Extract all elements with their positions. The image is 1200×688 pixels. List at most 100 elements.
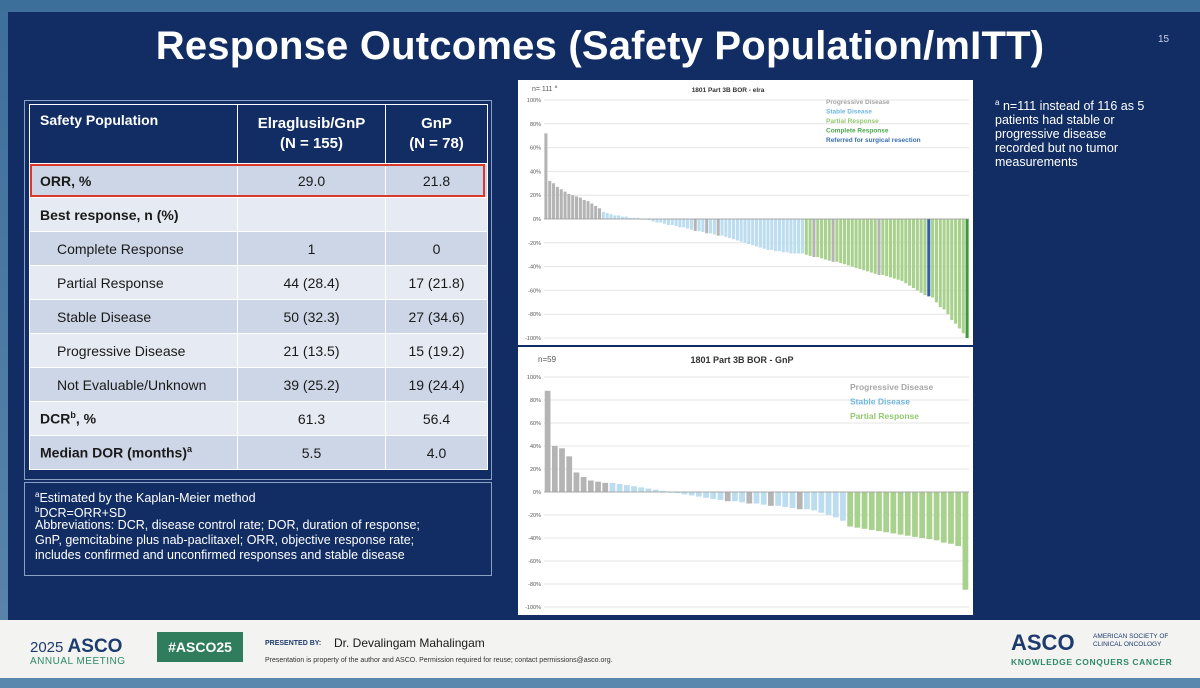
annual-meeting-label: ANNUAL MEETING: [30, 656, 126, 667]
waterfall-bar: [731, 219, 736, 240]
waterfall-bar: [847, 492, 854, 527]
waterfall-bar: [609, 214, 613, 219]
waterfall-bar: [743, 219, 747, 243]
y-tick-label: 0%: [533, 217, 541, 223]
legend-entry: Complete Response: [826, 128, 889, 135]
y-tick-label: 100%: [527, 98, 541, 104]
y-tick-label: -20%: [528, 241, 541, 247]
waterfall-bar: [586, 201, 590, 219]
waterfall-bar: [927, 219, 931, 297]
waterfall-bar: [846, 219, 850, 266]
waterfall-bar: [835, 219, 839, 262]
waterfall-bar: [919, 219, 923, 293]
waterfall-bar: [631, 486, 637, 492]
n-label-text: n=59: [538, 355, 557, 364]
waterfall-bar: [689, 219, 693, 230]
waterfall-bar: [793, 219, 797, 254]
row-value-gnp: 19 (24.4): [385, 367, 488, 402]
waterfall-bar: [904, 492, 911, 536]
waterfall-bar: [789, 219, 793, 254]
legend-entry: Progressive Disease: [826, 99, 890, 106]
y-tick-label: 0%: [533, 490, 541, 496]
waterfall-bar: [965, 219, 969, 338]
waterfall-bar: [582, 199, 586, 219]
waterfall-bar: [854, 492, 861, 528]
waterfall-bar: [869, 219, 873, 273]
waterfall-bar: [908, 219, 912, 286]
waterfall-bar: [818, 492, 825, 513]
waterfall-bar: [620, 216, 625, 219]
waterfall-bar: [544, 390, 551, 492]
y-tick-label: 60%: [530, 421, 541, 427]
row-value-elraglusib: 5.5: [237, 435, 386, 470]
waterfall-bar: [605, 213, 609, 219]
waterfall-bar: [777, 219, 782, 252]
chart-title: 1801 Part 3B BOR - elra: [692, 87, 765, 94]
note-line-5: measurements: [995, 155, 1078, 170]
chart-divider: [518, 345, 973, 347]
table-row-best-response: Best response, n (%): [29, 197, 488, 232]
waterfall-bar: [797, 219, 801, 254]
row-value-elraglusib: 21 (13.5): [237, 333, 386, 368]
waterfall-bar: [559, 189, 563, 219]
row-label: Median DOR (months)a: [29, 435, 238, 470]
n-label-text: n= 111: [532, 86, 553, 93]
waterfall-bar: [597, 208, 602, 219]
response-table-panel: Safety Population Elraglusib/GnP (N = 15…: [24, 100, 492, 480]
waterfall-bar: [739, 492, 745, 503]
waterfall-bar: [567, 194, 571, 219]
waterfall-bar: [785, 219, 789, 253]
waterfall-bar: [674, 492, 681, 494]
waterfall-bar: [710, 492, 717, 499]
row-value-elraglusib: 50 (32.3): [237, 299, 386, 334]
asco-society-logo: ASCO: [1011, 630, 1075, 655]
waterfall-bar: [781, 219, 785, 253]
waterfall-bar: [753, 492, 760, 504]
waterfall-bar: [888, 219, 893, 278]
waterfall-bar: [688, 492, 695, 496]
society-name: AMERICAN SOCIETY OF CLINICAL ONCOLOGY: [1093, 633, 1168, 649]
waterfall-bar: [551, 446, 558, 492]
y-tick-label: 80%: [530, 122, 541, 128]
waterfall-bar: [552, 183, 556, 219]
waterfall-bar: [686, 219, 690, 229]
footnote-b-sup: b: [35, 505, 40, 514]
waterfall-bar: [571, 195, 575, 219]
table-row-complete-response: Complete Response 1 0: [29, 231, 488, 266]
y-tick-label: 20%: [530, 467, 541, 473]
society-line-2: CLINICAL ONCOLOGY: [1093, 641, 1162, 648]
table-row-orr: ORR, % 29.0 21.8: [29, 163, 488, 198]
y-tick-label: -80%: [528, 582, 541, 588]
waterfall-bar: [961, 219, 965, 334]
waterfall-bar: [695, 492, 702, 497]
header-elraglusib-name: Elraglusib/GnP: [257, 115, 366, 132]
waterfall-bar: [739, 219, 743, 242]
waterfall-bar: [811, 492, 818, 511]
page-number: 15: [1158, 34, 1170, 45]
waterfall-bar: [823, 219, 827, 260]
waterfall-bar: [595, 481, 601, 492]
waterfall-bar: [877, 219, 881, 275]
waterfall-bar: [861, 492, 868, 529]
waterfall-bar: [911, 219, 916, 289]
note-line-1: a n=111 instead of 116 as 5: [995, 96, 1190, 113]
row-value-gnp: 27 (34.6): [385, 299, 488, 334]
waterfall-bar: [590, 203, 594, 219]
row-value-elraglusib: 61.3: [237, 401, 386, 436]
waterfall-bar: [674, 219, 678, 227]
waterfall-bar: [839, 219, 843, 264]
y-tick-label: -60%: [528, 288, 541, 294]
waterfall-bar: [904, 219, 908, 284]
row-value-elraglusib: 1: [237, 231, 386, 266]
disclaimer: Presentation is property of the author a…: [265, 657, 613, 664]
header-gnp: GnP (N = 78): [385, 104, 488, 164]
waterfall-bar: [954, 219, 958, 324]
waterfall-bar: [933, 492, 940, 541]
footnote-a-text: Estimated by the Kaplan-Meier method: [39, 491, 256, 506]
waterfall-bar: [876, 492, 882, 532]
waterfall-bar: [544, 133, 548, 219]
waterfall-bar: [881, 219, 885, 275]
waterfall-bar: [587, 480, 594, 492]
note-line-1-text: n=111 instead of 116 as 5: [1002, 99, 1145, 114]
waterfall-bar: [946, 219, 950, 315]
